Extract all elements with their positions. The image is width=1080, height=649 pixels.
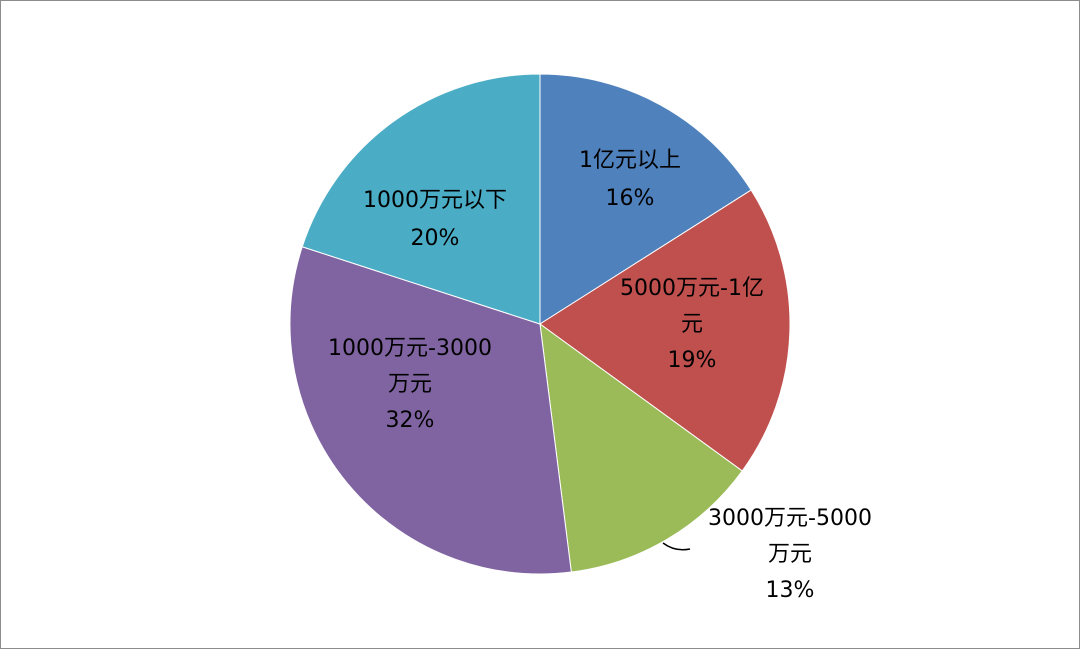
slice-label-line: 3000万元-5000 xyxy=(708,506,872,531)
slice-label-line: 万元 xyxy=(768,542,812,567)
slice-label-4: 1000万元-3000 万元 32% xyxy=(328,336,492,433)
slice-label-5: 1000万元以下 20% xyxy=(363,188,507,251)
slice-label-line: 元 xyxy=(681,312,703,337)
slice-label-line: 5000万元-1亿 xyxy=(620,276,764,301)
leader-line-3 xyxy=(662,542,691,551)
slice-label-3: 3000万元-5000 万元 13% xyxy=(708,506,872,603)
slice-label-2: 5000万元-1亿元 19% xyxy=(620,276,764,373)
slice-labels: 1亿元以上 16% 5000万元-1亿元 19% 3000万元-5000 万元 13% 100… xyxy=(328,148,872,603)
pie-slice-5 xyxy=(301,73,541,325)
slice-label-line: 1000万元-3000 xyxy=(328,336,492,361)
slice-label-line: 1000万元以下 xyxy=(363,188,507,213)
slice-label-line: 20% xyxy=(411,226,460,251)
pie-slice-1 xyxy=(539,73,752,325)
slice-label-1: 1亿元以上 16% xyxy=(579,148,681,211)
pie-slices xyxy=(289,73,791,575)
slice-label-line: 32% xyxy=(386,408,435,433)
slice-label-line: 19% xyxy=(668,348,717,373)
slice-label-line: 13% xyxy=(766,578,815,603)
pie-slice-3 xyxy=(539,322,743,573)
leader-lines xyxy=(662,542,691,551)
pie-slice-4 xyxy=(289,246,572,575)
slice-label-line: 万元 xyxy=(388,372,432,397)
pie-slice-2 xyxy=(539,189,791,472)
slice-label-line: 16% xyxy=(606,186,655,211)
slice-label-line: 1亿元以上 xyxy=(579,148,681,173)
